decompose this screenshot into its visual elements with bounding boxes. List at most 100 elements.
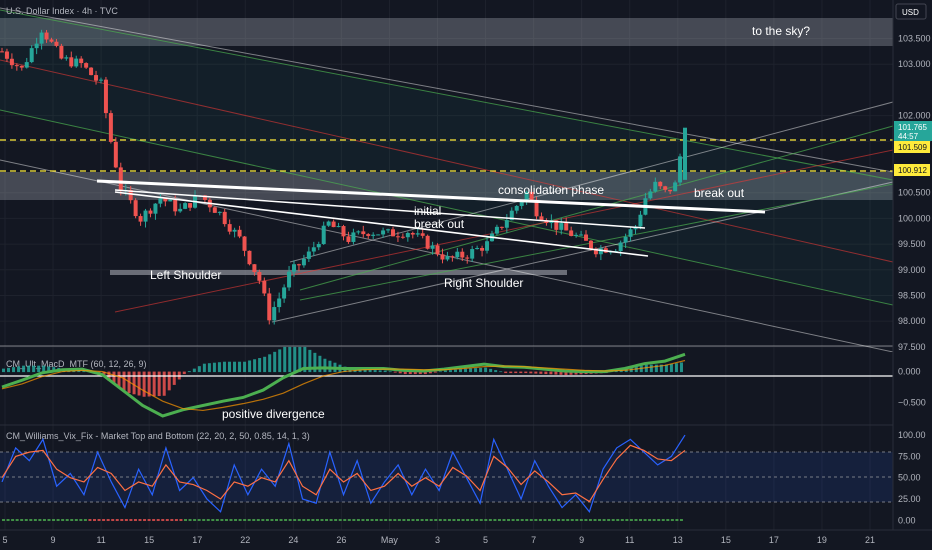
candle-body	[222, 211, 227, 225]
candle-body	[371, 234, 376, 236]
vix-bar	[311, 519, 315, 522]
candle-body	[628, 229, 633, 237]
vix-bar	[315, 519, 319, 522]
vix-bar	[20, 519, 24, 522]
macd-hist-bar	[393, 371, 397, 373]
vix-bar	[329, 519, 333, 522]
vix-bar	[502, 519, 506, 522]
candle-body	[415, 233, 420, 235]
macd-hist-bar	[664, 364, 668, 373]
time-axis-background	[0, 530, 932, 550]
vix-bar	[516, 519, 520, 522]
vix-bar	[429, 519, 433, 522]
candle-body	[519, 201, 524, 206]
currency-box[interactable]	[895, 3, 927, 20]
macd-hist-bar	[448, 370, 452, 373]
candle-body	[212, 207, 217, 213]
vix-bar	[620, 519, 624, 522]
candle-body	[277, 298, 282, 308]
vix-bar	[416, 519, 420, 522]
macd-hist-bar	[413, 371, 417, 375]
price-axis[interactable]: USD 103.500103.000102.000101.500100.5001…	[892, 0, 932, 530]
vix-bar	[261, 519, 265, 522]
vix-bar	[452, 519, 456, 522]
candle-body	[128, 189, 133, 201]
candle-body	[113, 141, 118, 168]
price-tick-label: 99.000	[898, 265, 926, 275]
vix-bar	[552, 519, 556, 522]
macd-hist-bar	[2, 368, 5, 373]
candle-body	[311, 247, 316, 252]
asc-green-upper	[299, 125, 893, 291]
vix-bar	[388, 519, 392, 522]
level-lower-badge	[894, 164, 930, 176]
vix-bar	[184, 519, 187, 522]
vix-bar	[343, 519, 347, 522]
macd-hist-bar	[328, 360, 332, 373]
macd-hist-bar	[549, 371, 553, 375]
macd-hist-bar	[47, 366, 51, 373]
macd-hist-bar	[182, 371, 186, 375]
level-lower-label: 100.912	[898, 166, 927, 175]
candle-body	[386, 229, 391, 231]
vix-bar	[61, 519, 65, 522]
macd-hist-bar	[654, 364, 658, 373]
candle-body	[390, 229, 395, 237]
green-channel-bottom	[0, 109, 893, 306]
candle-body	[593, 248, 598, 255]
time-axis[interactable]: 5 9 11 15 17 22 24 26 May 3 5 7 9 11 13 15 17 19 21	[0, 529, 932, 550]
vix-bar	[643, 519, 647, 522]
vix-bar	[529, 519, 533, 522]
candle-body	[108, 113, 113, 142]
candle-body	[440, 254, 445, 260]
macd-hist-bar	[187, 371, 191, 373]
price-tick-label: 100.500	[898, 188, 931, 198]
candle-body	[19, 65, 24, 68]
vix-tick-label: 75.00	[898, 451, 921, 461]
macd-hist-bar	[539, 371, 543, 374]
vix-bar	[211, 519, 215, 522]
candle-body	[638, 214, 643, 227]
currency-label: USD	[902, 8, 919, 17]
vix-bar	[402, 519, 406, 522]
vix-bar	[156, 519, 160, 522]
macd-hist-bar	[157, 371, 161, 397]
vix-bar	[393, 519, 397, 522]
note-break-out: break out	[694, 186, 745, 200]
candle-body	[445, 256, 450, 260]
macd-hist-bar	[243, 361, 247, 373]
macd-hist-bar	[12, 367, 16, 373]
vix-bar	[525, 519, 529, 522]
candle-body	[227, 224, 232, 232]
vix-bar	[561, 519, 565, 522]
candle-body	[202, 195, 207, 200]
vix-bar	[284, 519, 288, 522]
macd-hist-bar	[499, 371, 503, 373]
shoulder-base-line	[110, 270, 567, 275]
vix-bar	[511, 519, 515, 522]
vix-bar	[570, 519, 574, 522]
macd-hist-bar	[32, 365, 36, 373]
candle-body	[668, 189, 673, 192]
candle-body	[183, 203, 188, 209]
vix-bar	[566, 519, 570, 522]
vix-bar	[479, 519, 483, 522]
candle-body	[588, 240, 593, 249]
vix-bar	[47, 519, 51, 522]
asc-channel-top	[289, 101, 893, 263]
vix-bar	[666, 519, 670, 522]
time-tick-label: 17	[192, 535, 202, 545]
vix-bar	[520, 519, 524, 522]
macd-hist-bar	[197, 366, 201, 373]
candle-body	[494, 226, 499, 234]
vix-bar	[220, 519, 224, 522]
macd-hist-bar	[569, 371, 573, 375]
macd-hist-bar	[147, 371, 151, 397]
candle-body	[118, 167, 123, 191]
macd-hist-bar	[403, 371, 407, 375]
vix-bar	[679, 519, 683, 522]
note-left-shoulder: Left Shoulder	[150, 268, 221, 282]
candle-body	[242, 236, 247, 251]
candle-body	[658, 181, 663, 187]
